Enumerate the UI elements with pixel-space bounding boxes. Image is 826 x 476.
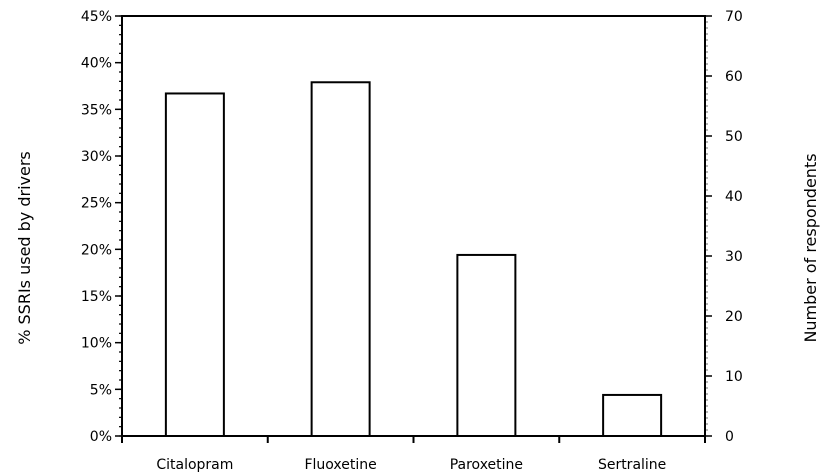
y-tick-label-right: 30 (725, 249, 743, 265)
y-tick-label-right: 70 (725, 9, 743, 25)
y-tick-label-right: 40 (725, 189, 743, 205)
x-tick-label: Paroxetine (450, 457, 523, 473)
x-tick-label: Sertraline (598, 457, 666, 473)
y-tick-label-left: 5% (90, 382, 112, 398)
y-tick-label-left: 40% (81, 56, 112, 72)
y-tick-label-left: 15% (81, 289, 112, 305)
y-tick-label-left: 35% (81, 102, 112, 118)
y-tick-label-left: 20% (81, 242, 112, 258)
x-tick-label: Citalopram (156, 457, 233, 473)
bar-sertraline (602, 393, 663, 437)
y-tick-label-right: 10 (725, 369, 743, 385)
bar-fluoxetine (310, 81, 371, 438)
y-tick-label-right: 20 (725, 309, 743, 325)
y-tick-label-right: 60 (725, 69, 743, 85)
y-axis-title-right: Number of respondents (801, 153, 820, 342)
bar-paroxetine (456, 253, 517, 437)
y-tick-label-left: 0% (90, 429, 112, 445)
y-axis-title-left: % SSRIs used by drivers (15, 151, 34, 345)
bar-citalopram (164, 92, 225, 437)
x-tick-label: Fluoxetine (304, 457, 376, 473)
y-tick-label-right: 50 (725, 129, 743, 145)
y-tick-label-right: 0 (725, 429, 734, 445)
plot-area: 0% 5% 10% 15% 20% 25% 30% 35% 40% 45% 0 10 20 30 40 50 6… (81, 9, 743, 473)
y-tick-label-left: 30% (81, 149, 112, 165)
y-tick-label-left: 25% (81, 196, 112, 212)
y-tick-label-left: 45% (81, 9, 112, 25)
y-tick-label-left: 10% (81, 336, 112, 352)
